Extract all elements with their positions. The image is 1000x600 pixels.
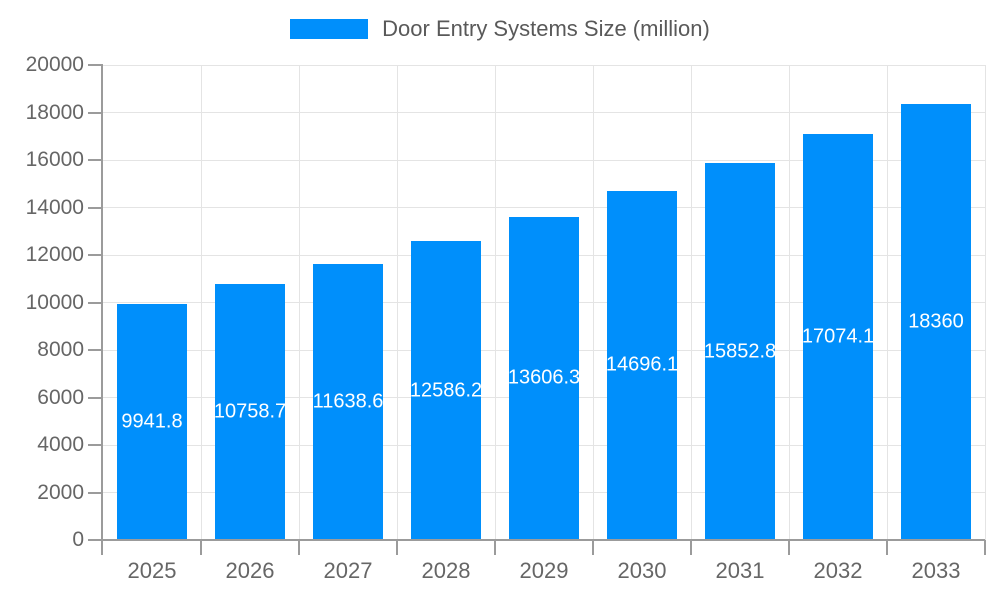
x-axis-tick xyxy=(200,540,202,555)
y-axis-tick xyxy=(88,491,103,494)
v-gridline xyxy=(886,65,888,540)
bar-value-label: 11638.6 xyxy=(313,390,383,413)
v-gridline xyxy=(592,65,594,540)
x-axis-tick-label: 2030 xyxy=(617,558,667,583)
x-axis-tick xyxy=(984,540,986,555)
y-axis-tick-label: 8000 xyxy=(37,338,84,361)
y-axis-tick xyxy=(88,111,103,114)
y-axis-tick-label: 2000 xyxy=(37,480,84,504)
v-gridline xyxy=(200,65,202,540)
bar-2033[interactable]: 18360 xyxy=(901,103,971,540)
x-axis-tick-label: 2029 xyxy=(519,558,569,583)
y-axis-tick-label: 14000 xyxy=(25,195,84,219)
y-axis-tick xyxy=(88,159,103,161)
y-axis-tick xyxy=(88,396,103,399)
y-axis-tick-label: 0 xyxy=(72,528,84,551)
x-axis-tick xyxy=(788,540,790,555)
v-gridline xyxy=(788,65,790,540)
x-axis-tick-label: 2032 xyxy=(813,558,863,583)
y-axis-line xyxy=(101,65,103,555)
bar-value-label: 14696.1 xyxy=(607,353,677,376)
v-gridline xyxy=(494,65,496,540)
y-axis-tick xyxy=(88,444,103,446)
v-gridline xyxy=(298,65,300,540)
x-axis-tick xyxy=(690,540,692,555)
bar-2026[interactable]: 10758.7 xyxy=(215,284,285,540)
y-axis-tick-label: 10000 xyxy=(25,290,84,314)
bar-value-label: 13606.3 xyxy=(509,366,579,389)
y-axis-tick-label: 18000 xyxy=(25,100,84,124)
y-axis-tick-label: 6000 xyxy=(37,385,84,409)
y-axis-tick xyxy=(88,206,103,209)
x-axis-tick-label: 2027 xyxy=(323,558,373,583)
bar-2030[interactable]: 14696.1 xyxy=(607,190,677,540)
y-axis-tick-label: 16000 xyxy=(25,148,84,171)
y-axis-tick-label: 12000 xyxy=(25,243,84,266)
bar-2029[interactable]: 13606.3 xyxy=(509,216,579,540)
bar-2025[interactable]: 9941.8 xyxy=(117,303,187,540)
h-gridline xyxy=(103,159,985,161)
v-gridline xyxy=(984,65,986,540)
y-axis-tick xyxy=(88,64,103,66)
v-gridline xyxy=(396,65,398,540)
bar-value-label: 18360 xyxy=(908,310,964,333)
x-axis-tick xyxy=(396,540,398,555)
bar-value-label: 9941.8 xyxy=(121,410,183,433)
bar-2027[interactable]: 11638.6 xyxy=(313,263,383,540)
bar-value-label: 10758.7 xyxy=(215,400,285,423)
x-axis-tick xyxy=(494,540,496,555)
bar-2028[interactable]: 12586.2 xyxy=(411,241,481,540)
bar-value-label: 15852.8 xyxy=(705,340,775,363)
bar-value-label: 17074.1 xyxy=(803,325,873,348)
x-axis-tick-label: 2025 xyxy=(127,558,177,583)
x-axis-tick-label: 2033 xyxy=(911,558,961,583)
bar-value-label: 12586.2 xyxy=(411,379,481,402)
x-axis-tick-label: 2026 xyxy=(225,558,275,583)
h-gridline xyxy=(103,112,985,113)
legend-swatch xyxy=(290,19,369,39)
y-axis-tick-label: 20000 xyxy=(25,53,84,76)
legend-label: Door Entry Systems Size (million) xyxy=(382,16,710,41)
y-axis-tick xyxy=(88,301,103,304)
x-axis-line xyxy=(88,539,985,541)
y-axis-tick-label: 4000 xyxy=(37,433,84,456)
bar-2032[interactable]: 17074.1 xyxy=(803,134,873,540)
x-axis-tick xyxy=(592,540,594,555)
y-axis-tick xyxy=(88,254,103,256)
x-axis-tick-label: 2028 xyxy=(421,558,471,583)
chart-legend[interactable]: Door Entry Systems Size (million) xyxy=(0,16,1000,42)
x-axis-tick xyxy=(886,540,888,555)
x-axis-tick-label: 2031 xyxy=(715,558,765,583)
bar-2031[interactable]: 15852.8 xyxy=(705,163,775,540)
h-gridline xyxy=(103,64,985,66)
y-axis-tick xyxy=(88,349,103,351)
x-axis-tick xyxy=(298,540,300,555)
v-gridline xyxy=(690,65,692,540)
h-gridline xyxy=(103,207,985,208)
